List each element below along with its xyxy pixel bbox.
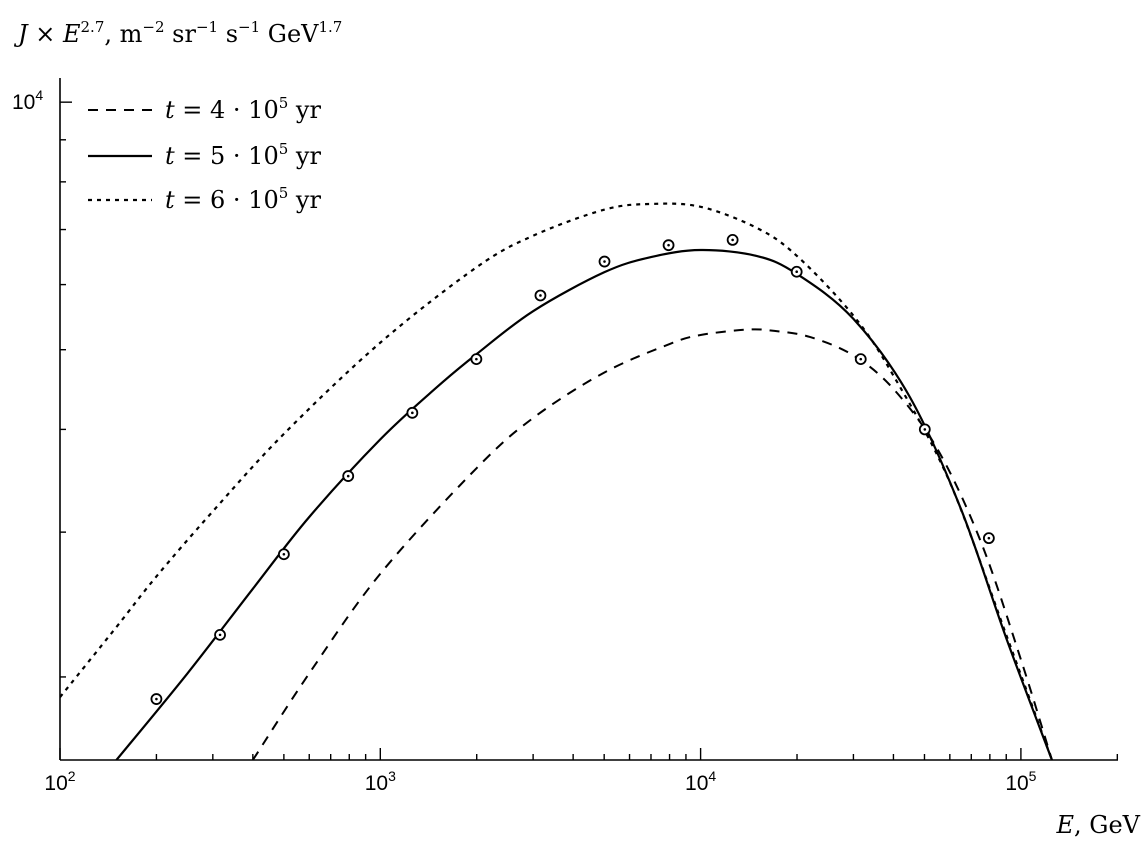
legend-label: t = 6 · 105 yr — [165, 184, 321, 214]
data-point-marker — [854, 353, 867, 366]
data-point-marker — [790, 265, 803, 278]
x-tick-label: 105 — [1005, 768, 1036, 795]
data-point-marker — [342, 470, 355, 482]
x-tick-label: 103 — [365, 768, 396, 795]
data-point-marker — [598, 255, 611, 268]
data-point-marker — [277, 548, 290, 561]
legend-entry: t = 6 · 105 yr — [88, 184, 321, 214]
y-tick-label: 104 — [12, 87, 43, 114]
data-point-marker — [150, 693, 163, 705]
data-point-marker — [918, 423, 931, 436]
series-layer — [60, 202, 1053, 760]
data-point-marker — [662, 239, 675, 252]
legend-label: t = 5 · 105 yr — [165, 140, 321, 170]
data-point-marker — [982, 532, 995, 545]
series-line-dotted — [60, 202, 1053, 760]
data-point-marker — [214, 628, 226, 641]
legend-entry: t = 4 · 105 yr — [88, 94, 321, 124]
tick-labels: 102 103 104 105 104 — [12, 87, 1037, 795]
data-markers — [150, 233, 995, 705]
x-tick-label: 104 — [685, 768, 716, 795]
y-axis-label: J × E2.7, m−2 sr−1 s−1 GeV1.7 — [13, 18, 342, 48]
legend: t = 4 · 105 yr t = 5 · 105 yr t = 6 · 105 … — [88, 94, 321, 214]
series-line-solid — [115, 248, 1053, 760]
x-tick-label: 102 — [44, 768, 75, 795]
legend-label: t = 4 · 105 yr — [165, 94, 321, 124]
data-point-marker — [726, 233, 739, 246]
series-line-dashed — [252, 328, 1053, 760]
data-point-marker — [470, 353, 483, 366]
data-point-marker — [406, 406, 419, 419]
legend-entry: t = 5 · 105 yr — [88, 140, 321, 170]
x-axis-label: E, GeV — [1056, 811, 1141, 839]
data-point-marker — [534, 289, 547, 302]
